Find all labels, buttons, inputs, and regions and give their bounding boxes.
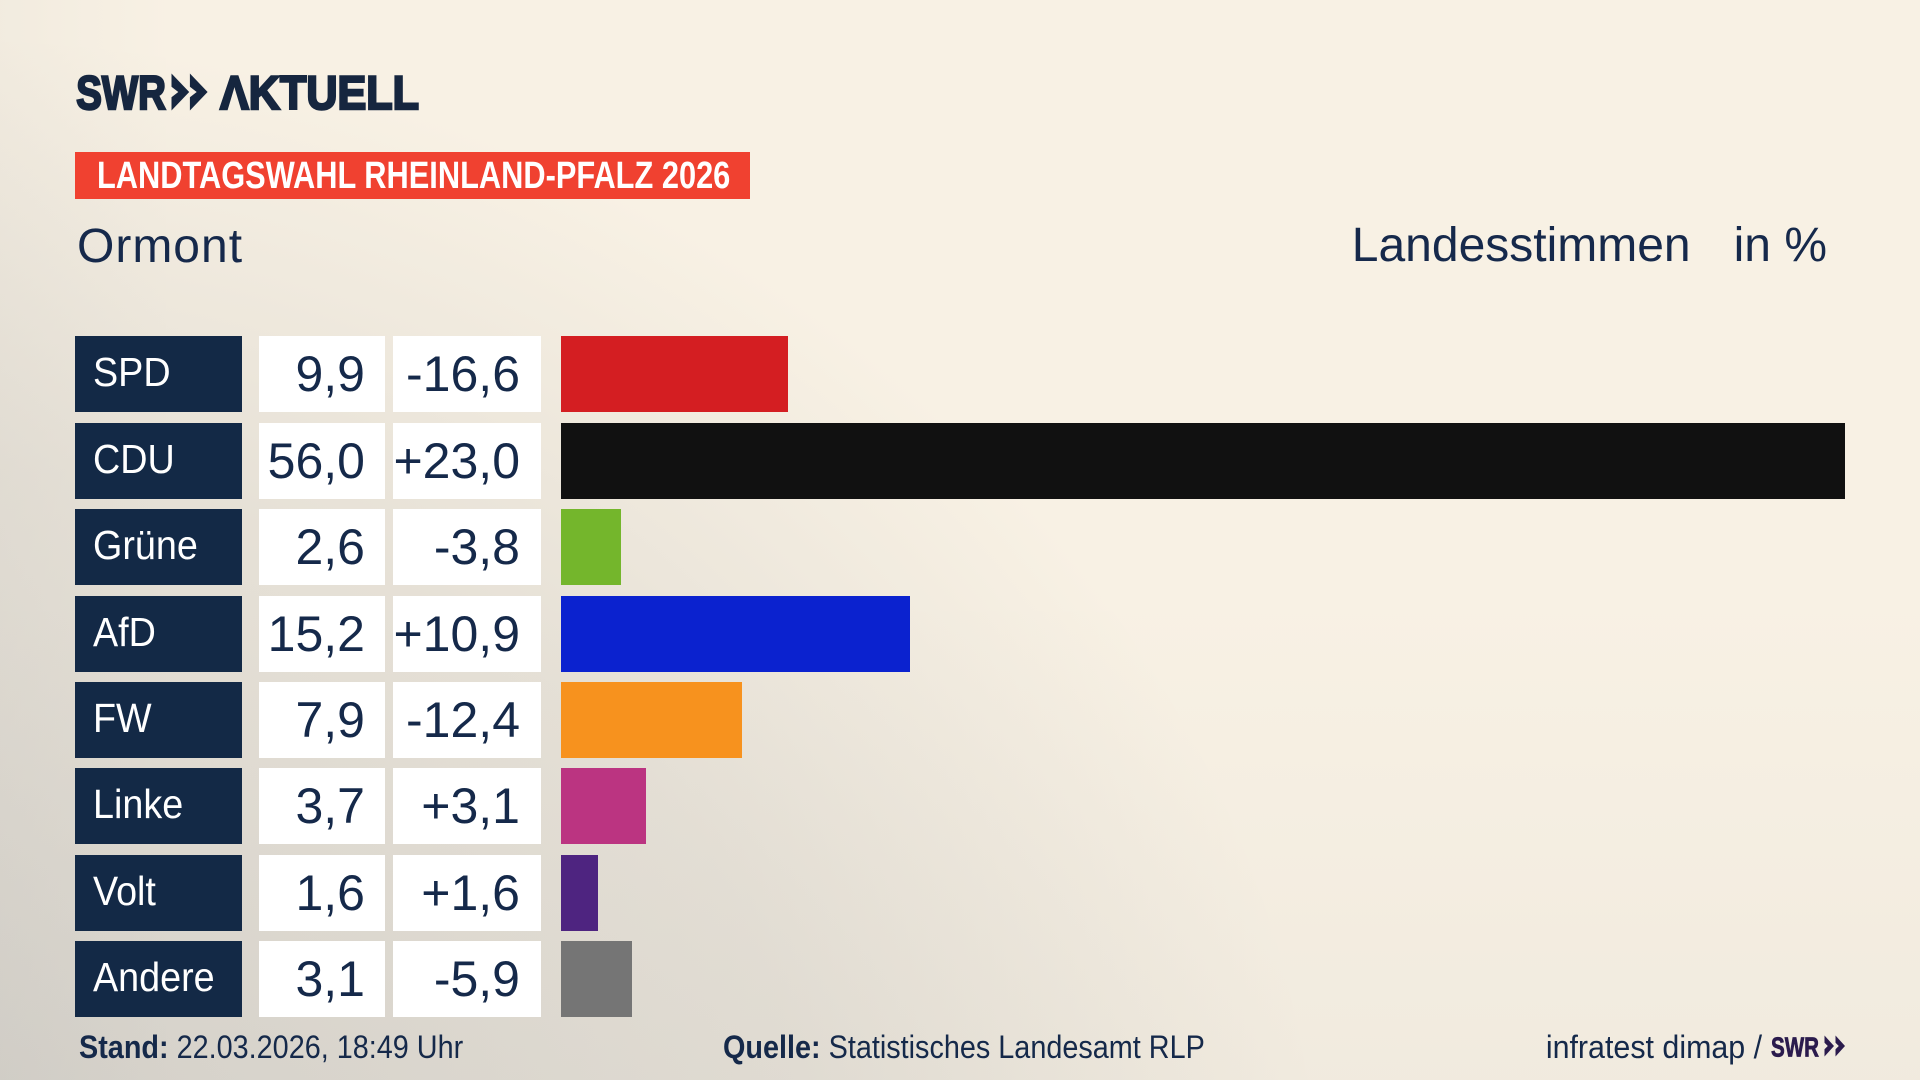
svg-text:SWR: SWR bbox=[1771, 1035, 1819, 1062]
svg-text:SWR: SWR bbox=[76, 70, 166, 116]
svg-text:ΛKTUELL: ΛKTUELL bbox=[220, 70, 419, 116]
